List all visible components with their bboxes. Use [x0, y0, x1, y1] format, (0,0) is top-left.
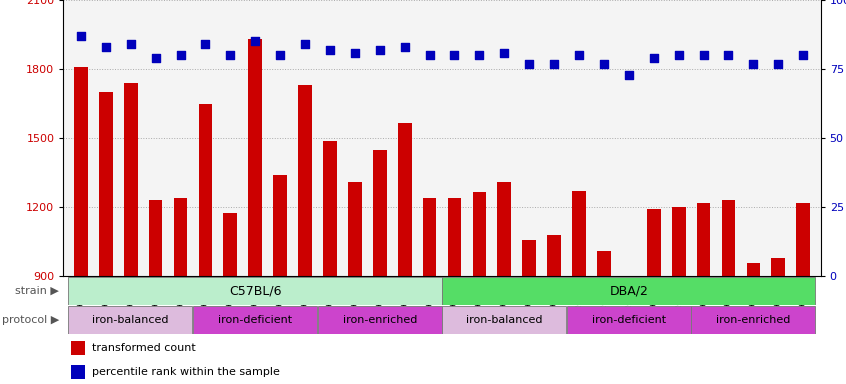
Text: strain ▶: strain ▶	[15, 286, 59, 296]
Point	[622, 71, 635, 78]
Bar	[298, 85, 312, 384]
Bar	[149, 200, 162, 384]
Bar	[442, 306, 566, 333]
Point	[373, 47, 387, 53]
Bar	[69, 306, 193, 333]
Bar	[71, 341, 85, 355]
Bar	[448, 198, 461, 384]
Point	[149, 55, 162, 61]
Bar	[323, 141, 337, 384]
Bar	[473, 192, 486, 384]
Point	[398, 44, 411, 50]
Bar	[173, 198, 187, 384]
Bar	[672, 207, 685, 384]
Bar	[373, 150, 387, 384]
Point	[348, 50, 361, 56]
Text: iron-balanced: iron-balanced	[466, 314, 542, 325]
Point	[672, 52, 685, 58]
Text: iron-balanced: iron-balanced	[92, 314, 169, 325]
Point	[523, 61, 536, 67]
Bar	[317, 306, 442, 333]
Bar	[746, 263, 761, 384]
Point	[473, 52, 486, 58]
Text: iron-enriched: iron-enriched	[343, 314, 417, 325]
Point	[223, 52, 237, 58]
Text: iron-deficient: iron-deficient	[591, 314, 666, 325]
Bar	[722, 200, 735, 384]
Bar	[74, 67, 88, 384]
Bar	[423, 198, 437, 384]
Point	[572, 52, 585, 58]
Bar	[697, 203, 711, 384]
Bar	[398, 123, 411, 384]
Bar	[796, 203, 810, 384]
Point	[273, 52, 287, 58]
Bar	[193, 306, 317, 333]
Bar	[223, 213, 237, 384]
Point	[697, 52, 711, 58]
Bar	[691, 306, 816, 333]
Point	[547, 61, 561, 67]
Bar	[547, 235, 561, 384]
Point	[249, 38, 262, 45]
Bar	[772, 258, 785, 384]
Bar	[348, 182, 362, 384]
Point	[647, 55, 661, 61]
Point	[722, 52, 735, 58]
Point	[74, 33, 88, 39]
Text: iron-deficient: iron-deficient	[218, 314, 293, 325]
Point	[796, 52, 810, 58]
Point	[772, 61, 785, 67]
Bar	[69, 277, 442, 305]
Bar	[442, 277, 816, 305]
Text: C57BL/6: C57BL/6	[229, 285, 282, 297]
Point	[99, 44, 113, 50]
Bar	[597, 251, 611, 384]
Point	[597, 61, 611, 67]
Bar	[124, 83, 138, 384]
Point	[497, 50, 511, 56]
Point	[448, 52, 461, 58]
Bar	[647, 209, 661, 384]
Bar	[99, 92, 113, 384]
Bar	[71, 365, 85, 379]
Bar	[572, 191, 586, 384]
Point	[299, 41, 312, 47]
Bar	[567, 306, 690, 333]
Point	[124, 41, 137, 47]
Bar	[497, 182, 511, 384]
Point	[199, 41, 212, 47]
Point	[323, 47, 337, 53]
Bar	[622, 283, 635, 384]
Text: percentile rank within the sample: percentile rank within the sample	[92, 367, 280, 377]
Bar	[249, 39, 262, 384]
Point	[423, 52, 437, 58]
Bar	[522, 240, 536, 384]
Bar	[199, 104, 212, 384]
Text: protocol ▶: protocol ▶	[2, 314, 59, 325]
Text: DBA/2: DBA/2	[609, 285, 648, 297]
Text: iron-enriched: iron-enriched	[717, 314, 790, 325]
Point	[747, 61, 761, 67]
Bar	[273, 175, 287, 384]
Point	[173, 52, 187, 58]
Text: transformed count: transformed count	[92, 343, 196, 353]
